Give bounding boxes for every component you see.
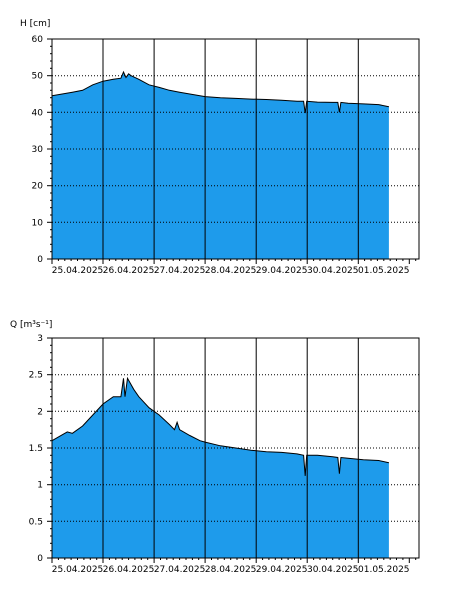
x-tick-label: 25.04.2025 bbox=[52, 565, 104, 575]
y-tick-label: 20 bbox=[32, 182, 44, 192]
y-tick-label: 0 bbox=[37, 554, 43, 564]
y-tick-label: 60 bbox=[32, 35, 44, 45]
x-tick-label: 01.05.2025 bbox=[358, 565, 410, 575]
area-fill bbox=[52, 72, 389, 259]
y-tick-label: 2.5 bbox=[29, 371, 43, 381]
y-tick-label: 10 bbox=[32, 218, 44, 228]
series-line bbox=[51, 70, 390, 114]
x-tick-label: 26.04.2025 bbox=[103, 565, 155, 575]
x-tick-label: 28.04.2025 bbox=[205, 266, 257, 276]
y-tick-label: 0 bbox=[37, 255, 43, 265]
area-fill bbox=[52, 378, 389, 558]
x-tick-label: 25.04.2025 bbox=[52, 266, 104, 276]
x-tick-label: 28.04.2025 bbox=[205, 565, 257, 575]
chart-2: 0 0.5 1 1.5 2 2.5 3 25.04.2025 26.04.2025 27.04.2… bbox=[10, 320, 420, 575]
x-tick-label: 01.05.2025 bbox=[358, 266, 410, 276]
x-tick-label: 26.04.2025 bbox=[103, 266, 155, 276]
x-tick-label: 30.04.2025 bbox=[307, 266, 359, 276]
y-tick-label: 1.5 bbox=[29, 444, 43, 454]
x-tick-label: 29.04.2025 bbox=[256, 565, 308, 575]
y-tick-label: 2 bbox=[37, 407, 43, 417]
chart-1: 0 10 20 30 40 50 60 25.04.2025 26.04.2025 27.04.2… bbox=[20, 19, 420, 276]
y-tick-label: 50 bbox=[32, 72, 44, 82]
y-tick-label: 1 bbox=[37, 481, 43, 491]
y-tick-label: 30 bbox=[32, 145, 44, 155]
series-line bbox=[51, 376, 390, 476]
y-axis-label: Q [m³s⁻¹] bbox=[10, 320, 52, 330]
x-tick-label: 27.04.2025 bbox=[154, 266, 206, 276]
y-tick-label: 3 bbox=[37, 334, 43, 344]
y-axis-label: H [cm] bbox=[20, 19, 50, 29]
x-tick-label: 27.04.2025 bbox=[154, 565, 206, 575]
x-tick-label: 30.04.2025 bbox=[307, 565, 359, 575]
y-tick-label: 0.5 bbox=[29, 517, 43, 527]
x-tick-label: 29.04.2025 bbox=[256, 266, 308, 276]
y-tick-label: 40 bbox=[32, 108, 44, 118]
